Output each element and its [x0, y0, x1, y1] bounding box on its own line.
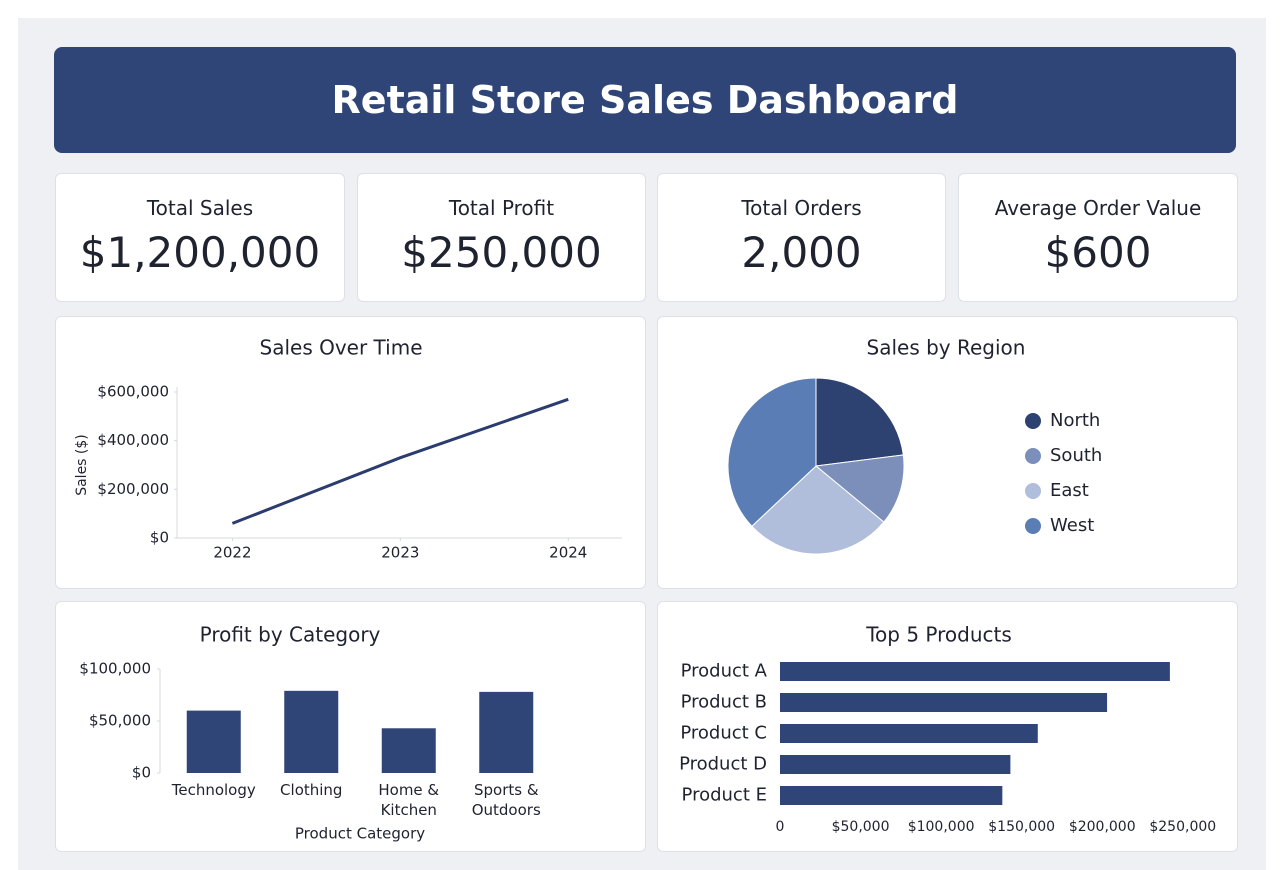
legend-marker	[1025, 518, 1041, 534]
x-tick-label: Clothing	[280, 781, 343, 799]
y-tick-label: $400,000	[97, 431, 169, 449]
x-tick-label: $200,000	[1069, 819, 1136, 835]
kpi-card: Total Sales $1,200,000	[55, 173, 345, 302]
legend-marker	[1025, 448, 1041, 464]
x-tick-label: 0	[776, 819, 785, 835]
kpi-label: Total Sales	[146, 196, 254, 220]
x-tick-label: $100,000	[908, 819, 975, 835]
bar	[780, 724, 1038, 743]
legend-marker	[1025, 483, 1041, 499]
bar	[780, 755, 1011, 774]
y-tick-label: $0	[132, 764, 151, 782]
chart-title: Top 5 Products	[865, 623, 1012, 647]
kpi-card: Average Order Value $600	[958, 173, 1238, 302]
legend-marker	[1025, 413, 1041, 429]
y-tick-label: Product E	[682, 785, 767, 806]
y-tick-label: Product A	[681, 661, 768, 682]
kpi-value: 2,000	[741, 228, 862, 277]
x-tick-label: Home & Kitchen	[378, 781, 440, 819]
kpi-card: Total Orders 2,000	[657, 173, 946, 302]
pie-slice	[814, 454, 905, 523]
bar	[186, 710, 241, 773]
y-axis-label: Sales ($)	[74, 434, 90, 496]
y-tick-label: $50,000	[89, 712, 151, 730]
x-tick-label: 2024	[549, 544, 587, 562]
kpi-value: $250,000	[401, 228, 602, 277]
chart-title: Sales by Region	[867, 336, 1026, 360]
y-tick-label: Product D	[679, 754, 767, 775]
chart-title: Sales Over Time	[260, 336, 423, 360]
chart-title: Profit by Category	[200, 623, 381, 647]
pie-slice	[815, 377, 904, 467]
bar	[780, 662, 1170, 681]
bar	[780, 786, 1003, 805]
kpi-label: Total Orders	[741, 196, 862, 220]
legend-label: South	[1050, 445, 1102, 466]
y-tick-label: $200,000	[97, 480, 169, 498]
line	[231, 397, 569, 525]
y-tick-label: $100,000	[79, 660, 151, 678]
bar	[479, 691, 534, 773]
chart-card	[55, 601, 646, 852]
pie-slice	[751, 465, 885, 555]
x-tick-label: Sports & Outdoors	[471, 781, 541, 819]
legend-label: West	[1050, 515, 1094, 536]
header: Retail Store Sales Dashboard	[54, 47, 1236, 153]
x-tick-label: Technology	[171, 781, 256, 799]
chart-card	[55, 316, 646, 589]
y-tick-label: $0	[150, 529, 169, 547]
kpi-value: $1,200,000	[79, 228, 321, 277]
bar	[284, 690, 339, 773]
kpi-label: Average Order Value	[994, 196, 1202, 220]
bar	[780, 693, 1108, 712]
y-tick-label: $600,000	[97, 383, 169, 401]
x-tick-label: 2022	[213, 544, 251, 562]
kpi-value: $600	[1044, 228, 1152, 277]
pie-slice	[727, 377, 817, 527]
x-tick-label: $50,000	[832, 819, 890, 835]
y-tick-label: Product C	[680, 723, 767, 744]
legend-label: East	[1050, 480, 1089, 501]
y-tick-label: Product B	[681, 692, 767, 713]
x-axis-label: Product Category	[295, 825, 425, 843]
legend-label: North	[1050, 410, 1100, 431]
bar	[381, 728, 436, 773]
x-tick-label: $250,000	[1149, 819, 1216, 835]
kpi-card: Total Profit $250,000	[357, 173, 646, 302]
x-tick-label: 2023	[381, 544, 419, 562]
kpi-label: Total Profit	[448, 196, 555, 220]
x-tick-label: $150,000	[988, 819, 1055, 835]
